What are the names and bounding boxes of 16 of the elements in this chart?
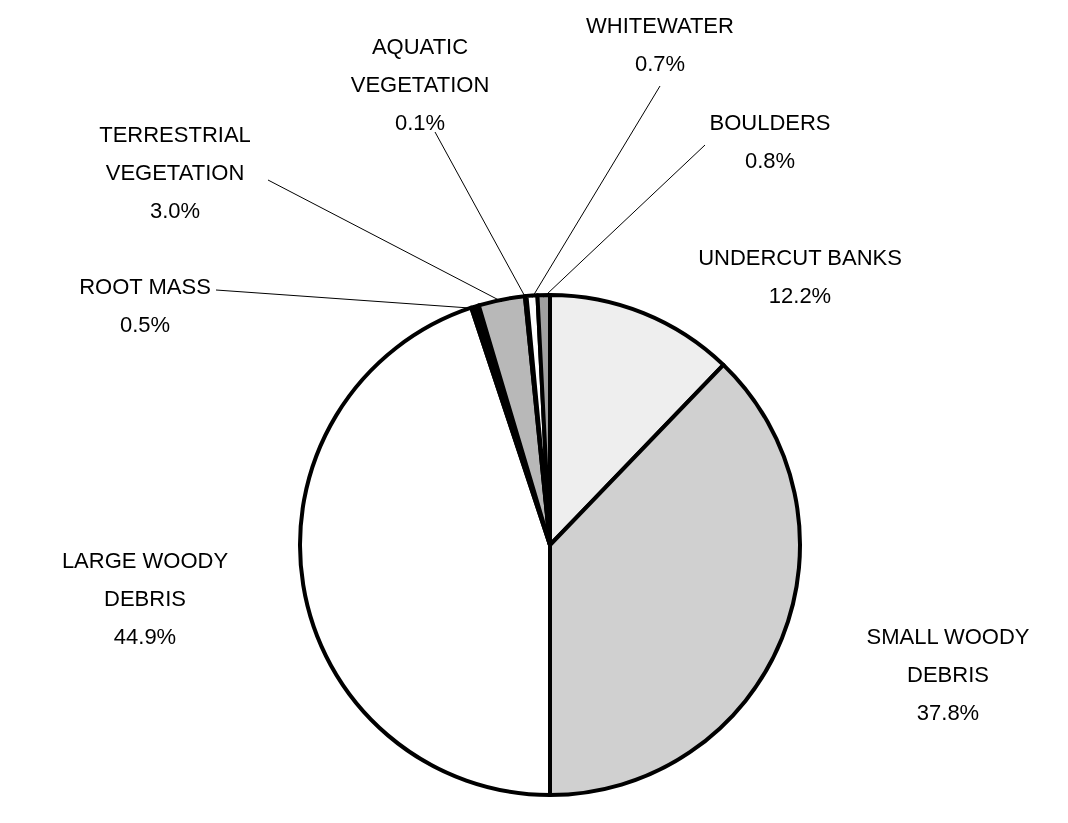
data-label: 44.9% [113, 623, 177, 649]
slice-label: WHITEWATER [586, 12, 734, 38]
slice-label: SMALL WOODY DEBRIS [866, 623, 1030, 687]
data-label: 3.0% [149, 197, 201, 223]
slice-label: ROOT MASS [79, 273, 211, 299]
slice-label: UNDERCUT BANKS [698, 244, 902, 270]
data-label: 12.2% [768, 282, 832, 308]
data-label: 0.7% [634, 50, 686, 76]
data-label: 0.8% [744, 147, 796, 173]
data-label: 37.8% [916, 699, 980, 725]
slice-label: TERRESTRIAL VEGETATION [99, 121, 251, 185]
slice-label: LARGE WOODY DEBRIS [61, 547, 229, 611]
data-label: 0.1% [394, 109, 446, 135]
slice-label: AQUATIC VEGETATION [350, 33, 490, 97]
slice-label: BOULDERS [709, 109, 831, 135]
data-label: 0.5% [119, 311, 171, 337]
